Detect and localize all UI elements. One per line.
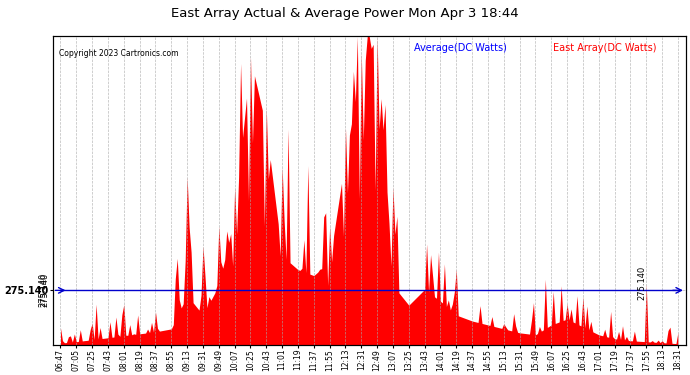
Text: Average(DC Watts): Average(DC Watts) bbox=[413, 42, 506, 52]
Text: Copyright 2023 Cartronics.com: Copyright 2023 Cartronics.com bbox=[59, 49, 179, 58]
Text: East Array(DC Watts): East Array(DC Watts) bbox=[553, 42, 656, 52]
Text: 275.140: 275.140 bbox=[39, 273, 48, 308]
Text: East Array Actual & Average Power Mon Apr 3 18:44: East Array Actual & Average Power Mon Ap… bbox=[171, 8, 519, 21]
